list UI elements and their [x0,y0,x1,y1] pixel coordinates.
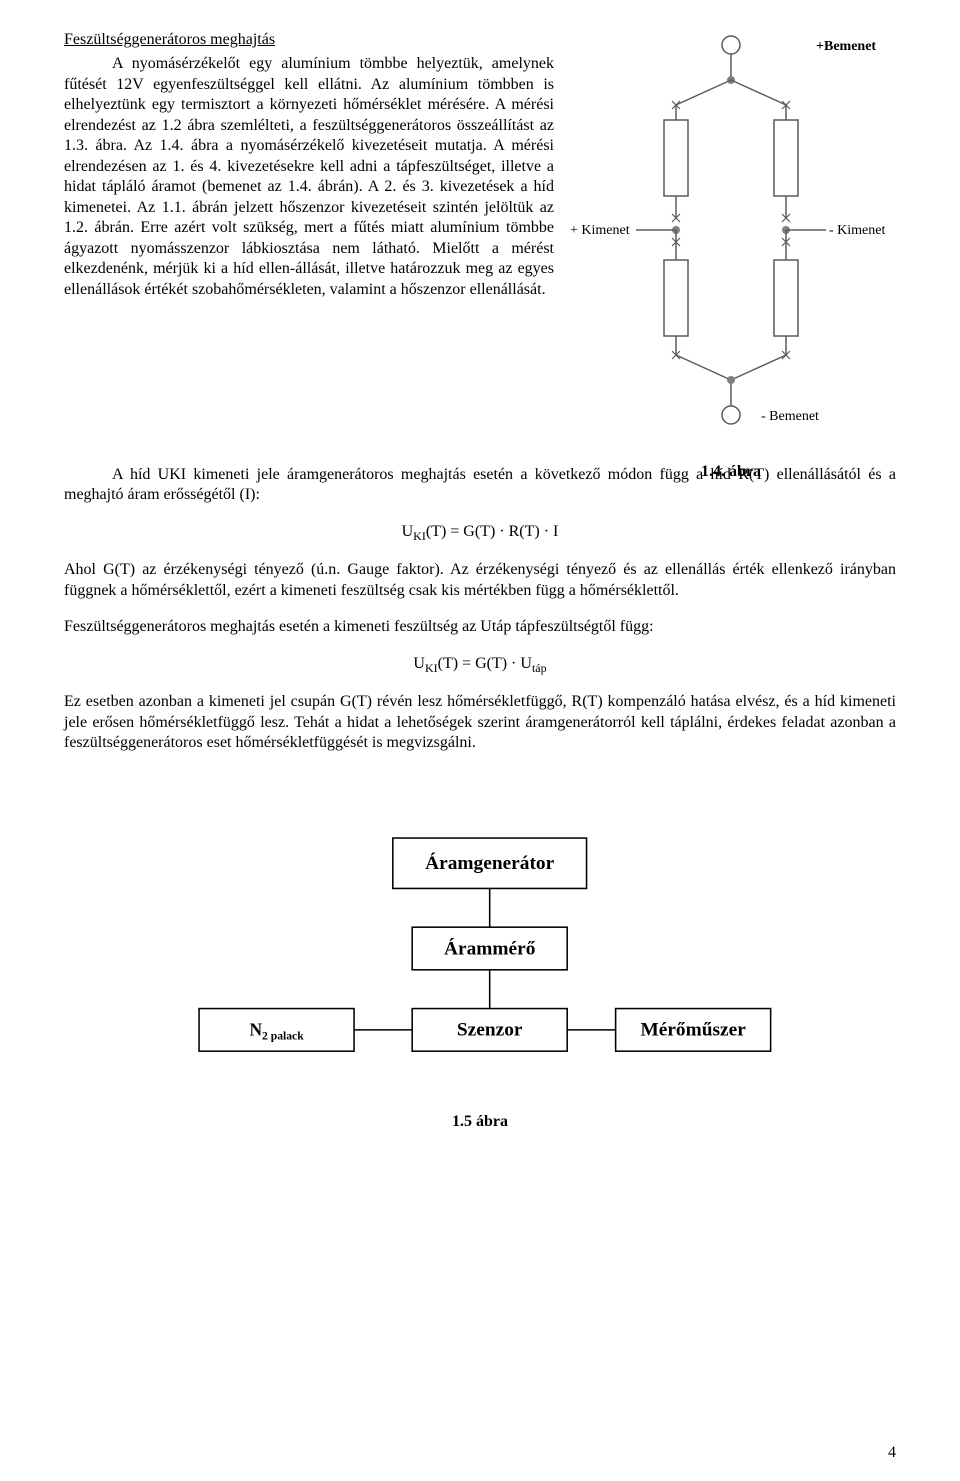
block-ammeter-label: Árammérő [444,937,536,959]
block-sensor-label: Szenzor [457,1019,523,1040]
block-meter-label: Mérőműszer [640,1019,746,1040]
wheatstone-bridge-figure: +Bemenet [566,30,896,450]
block-gen-label: Áramgenerátor [425,852,554,874]
formula-2: UKI(T) = G(T) · Utáp [64,654,896,677]
formula-1: UKI(T) = G(T) · R(T) · I [64,522,896,545]
page-number: 4 [888,1443,896,1463]
bridge-label-right: - Kimenet [829,223,885,238]
section-heading: Feszültséggenerátoros meghajtás [64,31,275,48]
body-paragraph-4: Feszültséggenerátoros meghajtás esetén a… [64,617,896,637]
bridge-label-left: + Kimenet [570,223,630,238]
body-paragraph-1: A nyomásérzékelőt egy alumínium tömbbe h… [64,54,554,300]
two-column-layout: Feszültséggenerátoros meghajtás A nyomás… [64,30,896,483]
block-diagram-wrap: Áramgenerátor Árammérő N2 palack Szenzor… [64,834,896,1133]
block-diagram: Áramgenerátor Árammérő N2 palack Szenzor… [170,834,790,1094]
figure-column: +Bemenet [566,30,896,483]
figure-caption-1-5: 1.5 ábra [64,1112,896,1132]
body-paragraph-3: Ahol G(T) az érzékenységi tényező (ú.n. … [64,560,896,601]
bridge-label-bottom: - Bemenet [761,409,819,424]
bridge-label-top: +Bemenet [816,39,876,54]
body-paragraph-5: Ez esetben azonban a kimeneti jel csupán… [64,692,896,753]
page: Feszültséggenerátoros meghajtás A nyomás… [0,0,960,1481]
body-paragraph-2: A híd UKI kimeneti jele áramgenerátoros … [64,465,896,506]
text-column: Feszültséggenerátoros meghajtás A nyomás… [64,30,554,304]
